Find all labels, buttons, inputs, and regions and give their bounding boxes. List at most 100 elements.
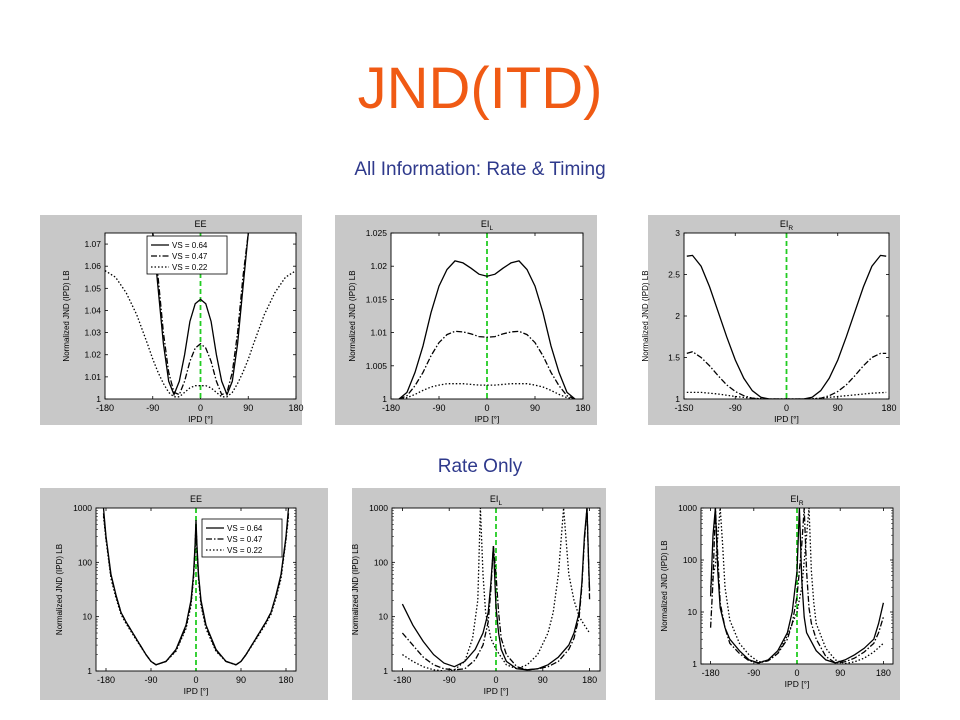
series-vs-0-22 (102, 516, 290, 666)
series-2-dashdot (398, 330, 576, 399)
x-tick-label: -90 (144, 675, 157, 685)
x-tick-label: -180 (393, 675, 411, 685)
y-tick-label: 2.5 (668, 270, 680, 280)
y-tick-label: 1.025 (366, 228, 388, 238)
y-axis-label: Normalized JND (IPD) LB (660, 540, 669, 631)
legend-entry: VS = 0.47 (227, 535, 263, 544)
series-1-solid (709, 508, 885, 664)
series-vs-0-22 (105, 270, 296, 398)
y-tick-label: 1.07 (84, 239, 101, 249)
x-axis-label: IPD [°] (475, 414, 500, 424)
y-tick-label: 1.005 (366, 361, 388, 371)
axes-frame (95, 507, 297, 672)
x-tick-label: 180 (582, 675, 597, 685)
x-tick-label: -180 (96, 403, 114, 413)
y-tick-label: 1.05 (84, 283, 101, 293)
chart-title: EE (190, 494, 202, 504)
x-tick-label: 180 (881, 403, 896, 413)
axes-frame (104, 232, 297, 400)
series-3-dotted (709, 508, 884, 664)
legend-box (201, 518, 283, 558)
chart-title: EE (194, 219, 206, 229)
x-tick-label: 180 (278, 675, 293, 685)
x-tick-label: 0 (784, 403, 789, 413)
y-tick-label: 1000 (369, 503, 388, 513)
axes-frame (390, 232, 584, 400)
series-2-dashdot (709, 508, 885, 664)
section-heading-all-information: All Information: Rate & Timing (354, 159, 606, 180)
x-tick-label: -90 (146, 403, 159, 413)
x-tick-label: -90 (747, 668, 760, 678)
y-tick-label: 1.03 (84, 328, 101, 338)
y-tick-label: 1 (675, 394, 680, 404)
series-3-dotted (402, 508, 591, 671)
x-tick-label: 0 (193, 675, 198, 685)
legend-box (146, 235, 228, 275)
chart-title-subscript: R (799, 500, 804, 507)
chart-title-subscript: L (498, 500, 502, 507)
series-1-solid (398, 260, 576, 399)
chart-1: -180 -90 0 90 180 1 1.01 1.02 1.03 1.04 1.05 1.06 1.… (40, 215, 304, 425)
y-tick-label: 100 (683, 555, 697, 565)
series-1-solid (686, 254, 887, 399)
y-tick-label: 1000 (678, 503, 697, 513)
x-tick-label: 0 (493, 675, 498, 685)
y-axis-label: Normalized JND (IPD) LB (641, 270, 650, 361)
chart-2: -180 -90 0 90 18011.0051.011.0151.021.025EIL… (335, 215, 597, 425)
x-tick-label: 0 (484, 403, 489, 413)
y-tick-label: 1 (383, 666, 388, 676)
x-tick-label: 180 (288, 403, 303, 413)
x-tick-label: 90 (236, 675, 246, 685)
y-tick-label: 10 (688, 607, 698, 617)
x-tick-label: 90 (835, 668, 845, 678)
legend-entry: VS = 0.22 (172, 263, 208, 272)
y-tick-label: 1000 (73, 503, 92, 513)
x-tick-label: -180 (97, 675, 115, 685)
x-tick-label: 90 (530, 403, 540, 413)
y-tick-label: 1.5 (668, 353, 680, 363)
x-axis-label: IPD [°] (774, 414, 799, 424)
x-tick-label: 90 (243, 403, 253, 413)
chart-4: -180 -90 0 90 180 1 10 100 1000 EE IPD [°] Normaliz… (40, 488, 328, 700)
y-tick-label: 1.01 (370, 328, 387, 338)
y-axis-label: Normalized JND (IPD) LB (62, 270, 71, 361)
chart-title-subscript: L (489, 225, 493, 232)
y-axis-label: Normalized JND (IPD) LB (55, 544, 64, 635)
y-tick-label: 2 (675, 311, 680, 321)
y-tick-label: 10 (379, 612, 389, 622)
x-tick-label: -90 (729, 403, 742, 413)
y-tick-label: 1.06 (84, 261, 101, 271)
series-vs-0-47 (102, 513, 290, 666)
legend-entry: VS = 0.22 (227, 546, 263, 555)
slide-title: JND(ITD) (357, 56, 603, 121)
x-axis-label: IPD [°] (188, 414, 213, 424)
x-tick-label: 180 (876, 668, 891, 678)
x-tick-label: 0 (794, 668, 799, 678)
series-vs-0-47 (152, 233, 250, 396)
legend-entry: VS = 0.64 (172, 241, 208, 250)
x-tick-label: 180 (575, 403, 590, 413)
x-tick-label: 90 (538, 675, 548, 685)
y-tick-label: 1.01 (84, 372, 101, 382)
x-axis-label: IPD [°] (184, 686, 209, 696)
y-tick-label: 1.015 (366, 294, 388, 304)
x-axis-label: IPD [°] (785, 679, 810, 689)
y-tick-label: 1 (96, 394, 101, 404)
y-tick-label: 10 (83, 612, 93, 622)
y-tick-label: 1 (692, 659, 697, 669)
y-tick-label: 1 (382, 394, 387, 404)
x-tick-label: -90 (432, 403, 445, 413)
y-tick-label: 100 (78, 557, 92, 567)
x-tick-label: -180 (382, 403, 400, 413)
series-2-dashdot (686, 350, 887, 399)
chart-title-subscript: R (788, 225, 793, 232)
y-tick-label: 1 (87, 666, 92, 676)
y-tick-label: 1.02 (370, 261, 387, 271)
legend-entry: VS = 0.64 (227, 524, 263, 533)
y-axis-label: Normalized JND (IPD) LB (351, 544, 360, 635)
y-tick-label: 1.02 (84, 350, 101, 360)
